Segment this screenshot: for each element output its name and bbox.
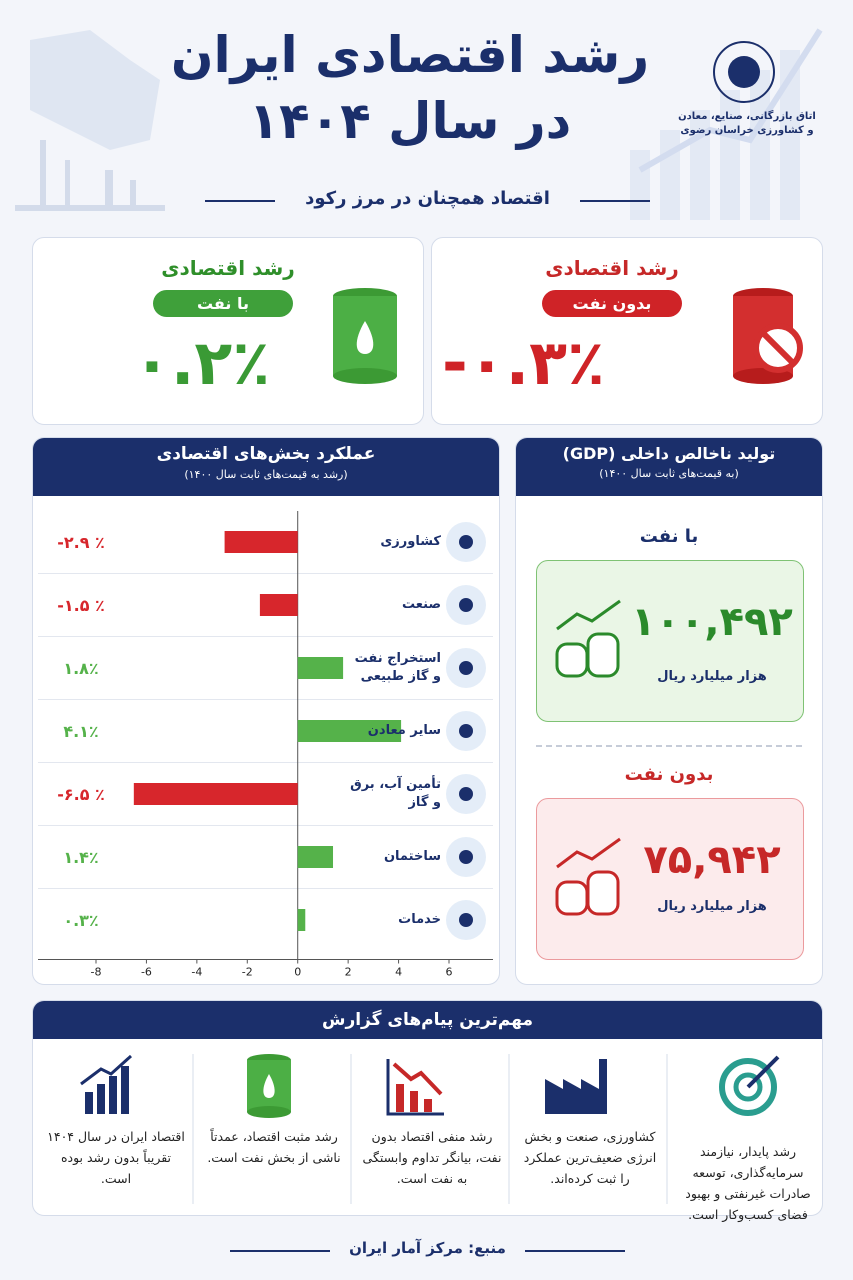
category-icon-dot xyxy=(459,850,473,864)
gdp-value: ۱۰۰,۴۹۲ xyxy=(631,599,793,645)
category-label: کشاورزی xyxy=(380,534,441,549)
category-icon-dot xyxy=(459,913,473,927)
kpi-value: ۰.۲٪ xyxy=(133,326,271,399)
rule xyxy=(525,1250,625,1252)
x-tick-label: 4 xyxy=(395,966,402,979)
message: اقتصاد ایران در سال ۱۴۰۴ تقریباً بدون رش… xyxy=(47,1129,185,1186)
title: رشد اقتصادی ایران در سال ۱۴۰۴ xyxy=(150,22,670,154)
chart-panel: عملکرد بخش‌های اقتصادی (رشد به قیمت‌های … xyxy=(32,437,500,985)
coins-icon xyxy=(555,599,621,678)
kpi-tag: با نفت xyxy=(153,290,293,317)
gdp-subtitle: (به قیمت‌های ثابت سال ۱۴۰۰) xyxy=(599,467,739,480)
org-line: و کشاورزی خراسان رضوی xyxy=(680,125,814,136)
org-line: اتاق بازرگانی، صنایع، معادن xyxy=(678,111,816,122)
kpi-value: -۰.۳٪ xyxy=(442,326,605,399)
coins-icon xyxy=(555,837,621,916)
bar xyxy=(297,720,402,742)
message: رشد پایدار، نیازمند سرمایه‌گذاری، توسعه … xyxy=(685,1144,811,1222)
barrel-icon xyxy=(733,288,803,384)
messages-panel: مهم‌ترین پیام‌های گزارش رشد پایدار، نیاز… xyxy=(32,1000,823,1222)
value-label: -۶.۵ ٪ xyxy=(57,785,105,804)
value-label: ۱.۸٪ xyxy=(63,659,98,678)
map-decoration xyxy=(15,30,165,211)
x-tick-label: -4 xyxy=(191,966,202,979)
chart-subtitle: (رشد به قیمت‌های ثابت سال ۱۴۰۰) xyxy=(184,468,348,481)
category-label: خدمات xyxy=(398,912,441,927)
barrel-icon xyxy=(333,288,397,384)
category-icon-dot xyxy=(459,661,473,675)
kpi-card: رشد اقتصادی با نفت ۰.۲٪ xyxy=(32,237,424,425)
x-tick-label: -8 xyxy=(91,966,102,979)
value-label: ۰.۳٪ xyxy=(63,911,98,930)
x-tick-label: -6 xyxy=(141,966,152,979)
gdp-title: تولید ناخالص داخلی (GDP) xyxy=(562,444,776,463)
value-label: ۴.۱٪ xyxy=(63,722,98,741)
category-icon-dot xyxy=(459,535,473,549)
subtitle: اقتصاد همچنان در مرز رکود xyxy=(305,188,550,209)
category-label: استخراج نفت و گاز طبیعی xyxy=(354,651,441,684)
value-label: -۲.۹ ٪ xyxy=(57,533,105,552)
message: رشد منفی اقتصاد بدون نفت، بیانگر تداوم و… xyxy=(362,1129,502,1186)
category-icon-dot xyxy=(459,598,473,612)
message: رشد مثبت اقتصاد، عمدتاً ناشی از بخش نفت … xyxy=(207,1129,341,1165)
panel-header: تولید ناخالص داخلی (GDP) (به قیمت‌های ثا… xyxy=(516,438,822,496)
bar xyxy=(259,594,298,616)
kpi-title: رشد اقتصادی xyxy=(161,256,295,280)
gdp-unit: هزار میلیارد ریال xyxy=(657,899,767,914)
rule xyxy=(580,200,650,202)
bar xyxy=(297,909,306,931)
chart: -8 -6 -4 -2 0 2 4 6 درصد -۲.۹ ٪ -۱.۵ ٪ ۱.۸٪ ۴.۱٪ -۶.۵… xyxy=(38,511,493,985)
value-label: ۱.۴٪ xyxy=(63,848,98,867)
gdp-label: با نفت xyxy=(639,526,699,547)
chart-title: عملکرد بخش‌های اقتصادی xyxy=(156,444,376,464)
title-line: رشد اقتصادی ایران xyxy=(170,26,650,84)
x-tick-label: 6 xyxy=(446,966,453,979)
category-icon-dot xyxy=(459,787,473,801)
rule xyxy=(205,200,275,202)
growth-decoration xyxy=(630,28,823,220)
kpi-card: رشد اقتصادی بدون نفت -۰.۳٪ xyxy=(431,237,823,425)
source: منبع: مرکز آمار ایران xyxy=(349,1239,506,1257)
category-label: سایر معادن xyxy=(367,723,441,738)
gdp-box: ۷۵,۹۴۲ هزار میلیارد ریال xyxy=(536,798,804,960)
category-label: تأمین آب، برق و گاز xyxy=(350,777,441,810)
panel-header: عملکرد بخش‌های اقتصادی (رشد به قیمت‌های … xyxy=(33,438,499,496)
bar xyxy=(297,846,334,868)
org-logo xyxy=(713,41,775,103)
x-axis-label: درصد xyxy=(284,981,312,985)
message: کشاورزی، صنعت و بخش انرژی ضعیف‌ترین عملک… xyxy=(523,1129,657,1186)
message-icons xyxy=(80,1054,780,1204)
bar xyxy=(297,657,344,679)
gdp-value: ۷۵,۹۴۲ xyxy=(643,837,781,883)
kpi-title: رشد اقتصادی xyxy=(545,256,679,280)
kpi-tag: بدون نفت xyxy=(542,290,682,317)
gdp-unit: هزار میلیارد ریال xyxy=(657,669,767,684)
value-label: -۱.۵ ٪ xyxy=(57,596,105,615)
x-tick-label: 2 xyxy=(345,966,352,979)
category-label: ساختمان xyxy=(383,849,441,864)
gdp-box: ۱۰۰,۴۹۲ هزار میلیارد ریال xyxy=(536,560,804,722)
category-label: صنعت xyxy=(402,597,441,612)
gdp-panel: تولید ناخالص داخلی (GDP) (به قیمت‌های ثا… xyxy=(515,437,823,985)
org-name: اتاق بازرگانی، صنایع، معادن و کشاورزی خر… xyxy=(672,110,822,138)
bar xyxy=(224,531,298,553)
gdp-label: بدون نفت xyxy=(624,764,714,785)
rule xyxy=(230,1250,330,1252)
messages-title: مهم‌ترین پیام‌های گزارش xyxy=(33,1001,822,1039)
x-tick-label: 0 xyxy=(294,966,301,979)
title-line: در سال ۱۴۰۴ xyxy=(248,92,572,150)
bar xyxy=(133,783,298,805)
divider xyxy=(536,745,802,747)
category-icon-dot xyxy=(459,724,473,738)
x-tick-label: -2 xyxy=(242,966,253,979)
